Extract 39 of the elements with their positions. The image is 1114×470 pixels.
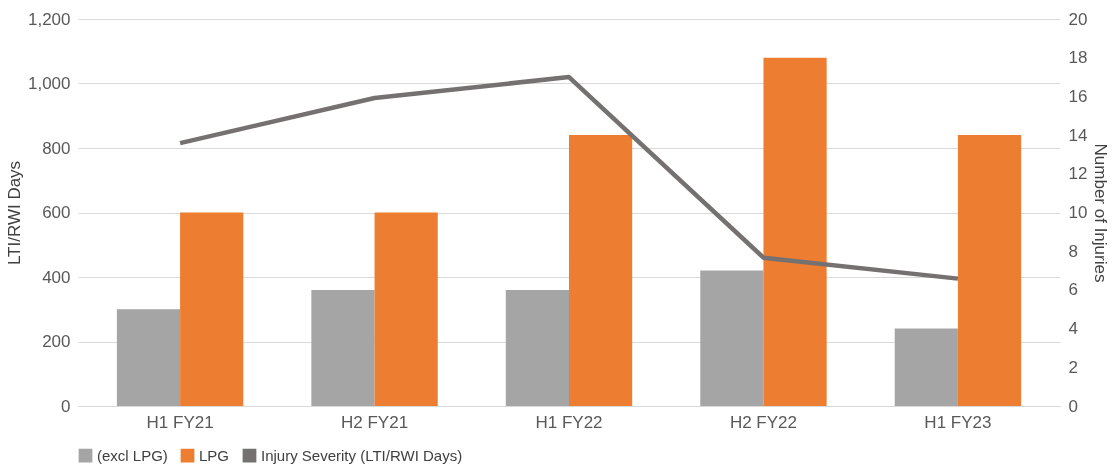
x-tick-label: H1 FY21 — [146, 412, 214, 432]
y2-tick-label: 10 — [1068, 203, 1088, 222]
y2-tick-label: 8 — [1068, 241, 1078, 261]
y-tick-label: 200 — [42, 332, 71, 351]
bar — [569, 135, 633, 406]
x-tick-label: H2 FY22 — [729, 412, 797, 432]
bar — [374, 212, 438, 406]
bar — [505, 289, 569, 406]
y2-tick-label: 4 — [1068, 319, 1078, 339]
y2-tick-label: 12 — [1068, 164, 1088, 184]
legend-label: LPG — [199, 446, 230, 464]
line-series — [177, 74, 961, 281]
y-tick-label: 1,000 — [27, 74, 71, 93]
y2-tick-label: 16 — [1068, 86, 1088, 106]
y-tick-label: 800 — [42, 138, 71, 158]
legend-label: Injury Severity (LTI/RWI Days) — [261, 446, 463, 464]
y-tick-label: 1,200 — [27, 9, 71, 29]
y2-tick-label: 0 — [1068, 396, 1078, 416]
y2-tick-label: 20 — [1068, 9, 1088, 29]
y-tick-label: 600 — [42, 203, 71, 222]
x-tick-label: H1 FY22 — [535, 412, 603, 432]
bar — [894, 328, 958, 406]
y2-tick-label: 18 — [1068, 48, 1088, 68]
bar — [311, 289, 375, 406]
bar — [116, 309, 181, 406]
y2-tick-label: 2 — [1068, 357, 1078, 377]
x-tick-label: H2 FY21 — [341, 412, 409, 432]
bar — [763, 57, 827, 406]
bar — [180, 212, 244, 406]
legend-label: (excl LPG) — [97, 446, 168, 464]
y2-tick-label: 6 — [1068, 280, 1078, 300]
bar — [700, 270, 764, 406]
y-tick-label: 0 — [61, 396, 71, 416]
x-tick-label: H1 FY23 — [924, 412, 992, 432]
y2-tick-label: 14 — [1068, 125, 1088, 145]
y-tick-label: 400 — [42, 267, 71, 287]
y-axis-title: LTI/RWI Days — [4, 160, 24, 266]
bar — [957, 135, 1022, 406]
y2-axis-title: Number of Injuries — [1091, 143, 1111, 283]
